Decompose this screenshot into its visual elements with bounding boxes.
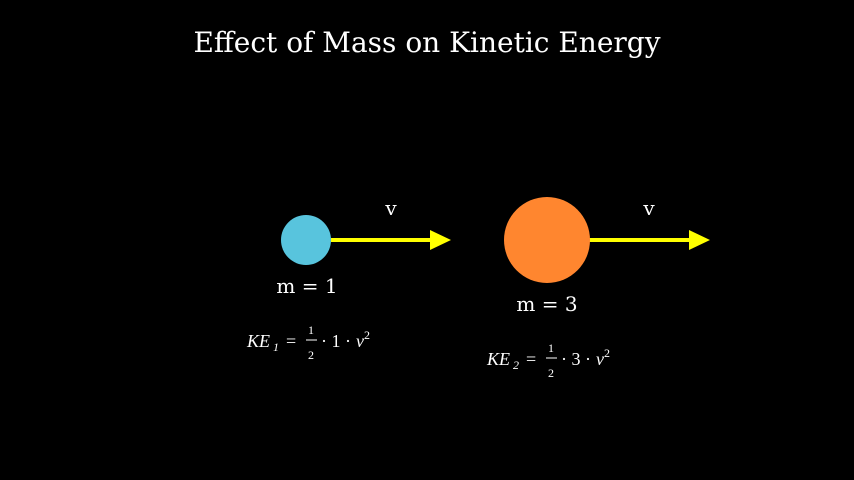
formula-exponent: 2 [364, 328, 370, 342]
velocity-label: v [642, 196, 655, 220]
title: Effect of Mass on Kinetic Energy [193, 26, 660, 59]
formula: KE 2 = 1 2 · 3 · v 2 [486, 341, 610, 380]
formula-subscript: 2 [513, 358, 519, 372]
formula-subscript: 1 [273, 340, 279, 354]
formula: KE 1 = 1 2 · 1 · v 2 [246, 323, 370, 362]
velocity-label: v [384, 196, 397, 220]
mass-ball [504, 197, 590, 283]
formula-equals: = [286, 331, 296, 351]
formula-exponent: 2 [604, 346, 610, 360]
formula-variable: v [356, 331, 364, 351]
object-1: v m = 1 KE 1 = 1 2 · 1 · v 2 [246, 196, 451, 362]
arrow-head [430, 230, 451, 250]
formula-denominator: 2 [308, 348, 314, 362]
mass-label: m = 1 [276, 274, 337, 298]
formula-denominator: 2 [548, 366, 554, 380]
arrow-head [689, 230, 710, 250]
formula-variable: v [596, 349, 604, 369]
formula-product: · 1 · [321, 331, 351, 351]
formula-product: · 3 · [561, 349, 591, 369]
formula-symbol: KE [486, 349, 510, 369]
formula-equals: = [526, 349, 536, 369]
formula-symbol: KE [246, 331, 270, 351]
formula-numerator: 1 [308, 323, 314, 337]
object-2: v m = 3 KE 2 = 1 2 · 3 · v 2 [486, 196, 710, 380]
mass-ball [281, 215, 331, 265]
formula-numerator: 1 [548, 341, 554, 355]
mass-label: m = 3 [516, 292, 577, 316]
